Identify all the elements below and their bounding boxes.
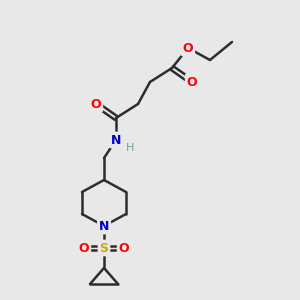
Text: S: S <box>100 242 109 254</box>
Text: O: O <box>187 76 197 88</box>
Text: N: N <box>111 134 121 146</box>
Text: O: O <box>119 242 129 254</box>
Text: O: O <box>91 98 101 110</box>
Text: N: N <box>99 220 109 232</box>
Text: O: O <box>183 41 193 55</box>
Text: O: O <box>79 242 89 254</box>
Text: H: H <box>126 143 134 153</box>
